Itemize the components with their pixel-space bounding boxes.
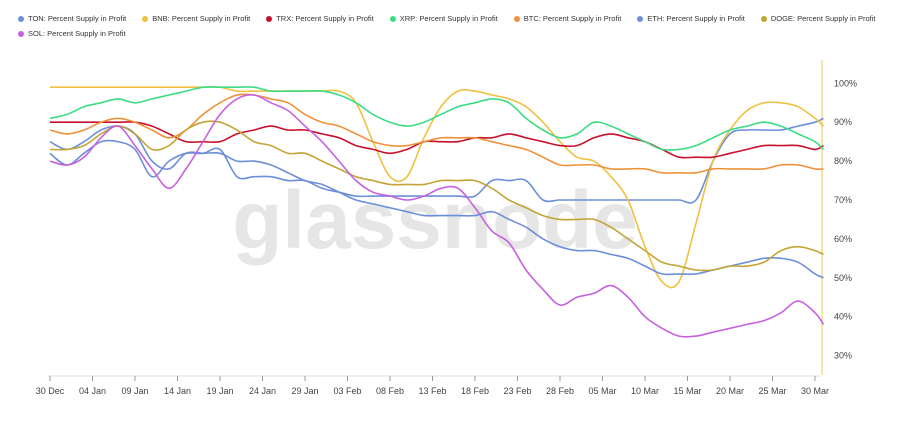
- legend-dot-icon: [18, 15, 24, 22]
- y-tick-label: 70%: [834, 195, 852, 205]
- legend-dot-icon: [760, 15, 767, 22]
- chart-legend: TON: Percent Supply in Profit BNB: Percen…: [18, 14, 898, 38]
- x-tick-label: 09 Jan: [121, 386, 148, 396]
- legend-label: TON: Percent Supply in Profit: [28, 14, 127, 23]
- x-tick-label: 18 Feb: [461, 386, 489, 396]
- legend-dot-icon: [18, 30, 24, 37]
- y-tick-label: 40%: [834, 312, 852, 322]
- legend-item[interactable]: DOGE: Percent Supply in Profit: [760, 14, 876, 23]
- x-tick-label: 03 Feb: [333, 386, 361, 396]
- legend-label: SOL: Percent Supply in Profit: [28, 29, 126, 38]
- legend-label: BNB: Percent Supply in Profit: [152, 14, 251, 23]
- legend-label: DOGE: Percent Supply in Profit: [770, 14, 876, 23]
- legend-item[interactable]: ETH: Percent Supply in Profit: [637, 14, 745, 23]
- x-tick-label: 19 Jan: [206, 386, 233, 396]
- x-tick-label: 10 Mar: [631, 386, 659, 396]
- legend-item[interactable]: TON: Percent Supply in Profit: [18, 14, 126, 23]
- series-lines: [49, 86, 825, 338]
- x-tick-label: 13 Feb: [418, 386, 446, 396]
- watermark: glassnode: [232, 175, 638, 266]
- x-tick-label: 28 Feb: [546, 386, 574, 396]
- x-tick-label: 30 Mar: [801, 386, 829, 396]
- legend-item[interactable]: XRP: Percent Supply in Profit: [389, 14, 498, 23]
- x-tick-label: 05 Mar: [588, 386, 616, 396]
- y-tick-label: 50%: [834, 273, 852, 283]
- x-tick-label: 20 Mar: [716, 386, 744, 396]
- y-tick-label: 60%: [834, 234, 852, 244]
- x-tick-label: 30 Dec: [36, 386, 65, 396]
- legend-item[interactable]: TRX: Percent Supply in Profit: [266, 14, 374, 23]
- x-tick-label: 23 Feb: [503, 386, 531, 396]
- legend-dot-icon: [637, 15, 644, 22]
- x-tick-label: 25 Mar: [758, 386, 786, 396]
- series-line: [49, 93, 824, 174]
- x-tick-label: 14 Jan: [164, 386, 191, 396]
- x-tick-label: 15 Mar: [673, 386, 701, 396]
- legend-label: BTC: Percent Supply in Profit: [523, 14, 622, 23]
- legend-label: ETH: Percent Supply in Profit: [647, 14, 745, 23]
- legend-item[interactable]: BNB: Percent Supply in Profit: [142, 14, 250, 23]
- x-tick-label: 29 Jan: [291, 386, 318, 396]
- series-line: [49, 86, 825, 289]
- y-tick-label: 100%: [834, 78, 857, 88]
- legend-dot-icon: [266, 15, 273, 22]
- series-line: [50, 121, 824, 159]
- y-tick-label: 90%: [834, 117, 852, 127]
- series-line: [49, 117, 824, 204]
- legend-dot-icon: [389, 15, 396, 22]
- legend-label: TRX: Percent Supply in Profit: [276, 14, 374, 23]
- legend-item[interactable]: BTC: Percent Supply in Profit: [513, 14, 622, 23]
- y-tick-label: 30%: [834, 351, 852, 361]
- legend-item[interactable]: SOL: Percent Supply in Profit: [18, 29, 126, 38]
- series-line: [49, 120, 824, 272]
- legend-label: XRP: Percent Supply in Profit: [399, 14, 498, 23]
- series-line: [49, 125, 824, 279]
- y-tick-label: 80%: [834, 156, 852, 166]
- series-line: [49, 86, 825, 151]
- watermark-text: glassnode: [232, 175, 638, 266]
- y-axis: 30% 40% 50% 60% 70% 80% 90% 100%: [821, 60, 857, 375]
- legend-dot-icon: [142, 15, 149, 22]
- x-axis: 30 Dec 04 Jan 09 Jan 14 Jan 19 Jan 24 Jan 29 J…: [36, 375, 829, 396]
- x-tick-label: 08 Feb: [376, 386, 404, 396]
- series-line: [49, 94, 825, 338]
- x-tick-label: 04 Jan: [79, 386, 106, 396]
- x-tick-label: 24 Jan: [249, 386, 276, 396]
- legend-dot-icon: [513, 15, 520, 22]
